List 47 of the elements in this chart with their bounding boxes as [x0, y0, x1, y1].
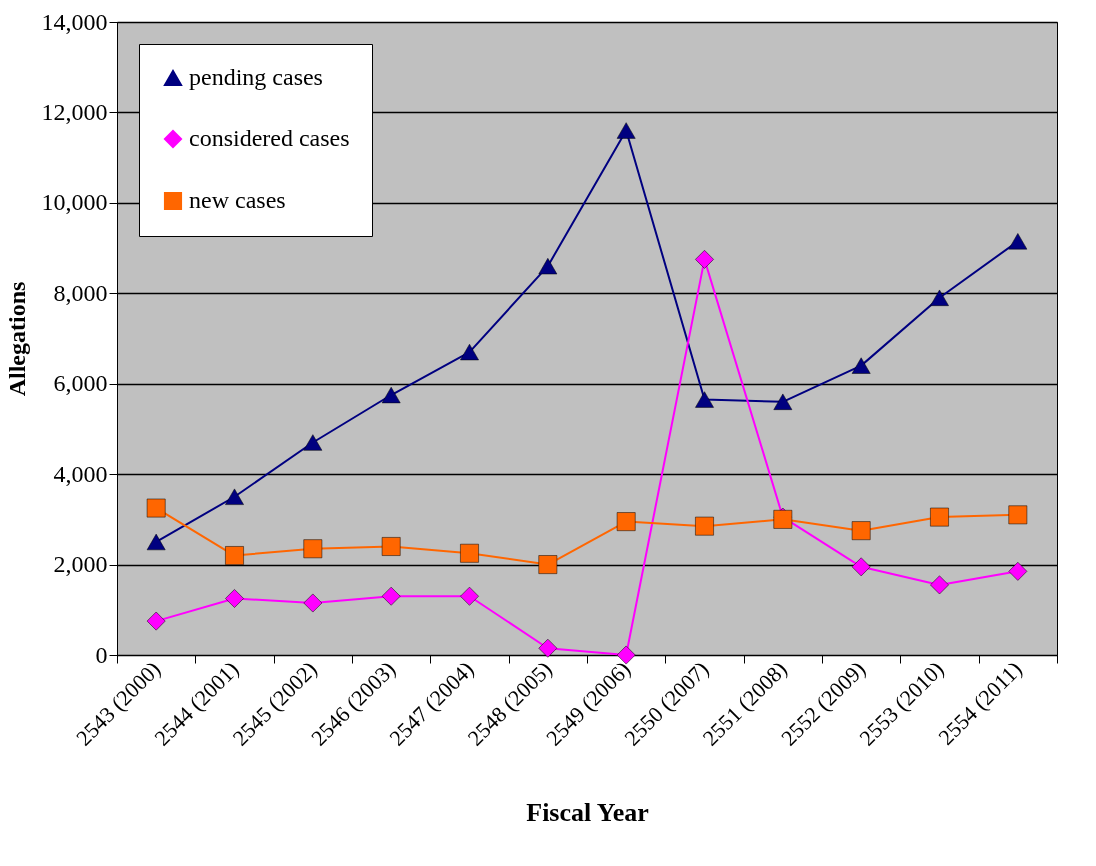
y-tick-label: 14,000 — [41, 8, 108, 35]
x-axis-title: Fiscal Year — [526, 797, 649, 827]
point — [930, 507, 949, 527]
point — [616, 122, 636, 139]
point — [695, 516, 714, 536]
y-axis-title: Allegations — [3, 281, 30, 397]
point — [146, 533, 166, 551]
point — [695, 391, 714, 408]
point — [538, 258, 558, 275]
point — [616, 645, 636, 665]
point — [381, 386, 401, 404]
point — [930, 289, 949, 306]
legend-label: new cases — [189, 187, 286, 213]
point — [851, 557, 871, 577]
point — [538, 638, 558, 658]
point — [460, 543, 479, 563]
point — [381, 586, 401, 606]
point — [930, 575, 949, 595]
y-tick-label: 10,000 — [41, 189, 108, 216]
y-tick-label: 2,000 — [53, 551, 108, 578]
y-tick-label: 0 — [95, 641, 108, 668]
point — [538, 555, 558, 574]
point — [1008, 233, 1028, 250]
point — [1008, 562, 1028, 581]
y-tick-label: 12,000 — [41, 98, 108, 125]
point — [146, 611, 166, 631]
point — [225, 589, 244, 608]
point — [146, 498, 166, 518]
point — [1008, 505, 1028, 525]
point — [695, 250, 714, 269]
point — [303, 434, 323, 451]
point — [460, 586, 479, 606]
point — [460, 343, 479, 361]
point — [773, 393, 793, 410]
y-tick-label: 4,000 — [53, 460, 108, 487]
legend-label: considered cases — [189, 125, 350, 151]
point — [851, 521, 871, 540]
point — [303, 593, 323, 613]
point — [303, 539, 323, 559]
y-tick-label: 6,000 — [53, 370, 108, 397]
point — [851, 357, 871, 374]
y-tick-label: 8,000 — [53, 279, 108, 306]
point — [616, 512, 636, 531]
legend-label: pending cases — [189, 64, 323, 90]
point — [381, 537, 401, 556]
point — [225, 546, 244, 565]
point — [225, 488, 244, 505]
